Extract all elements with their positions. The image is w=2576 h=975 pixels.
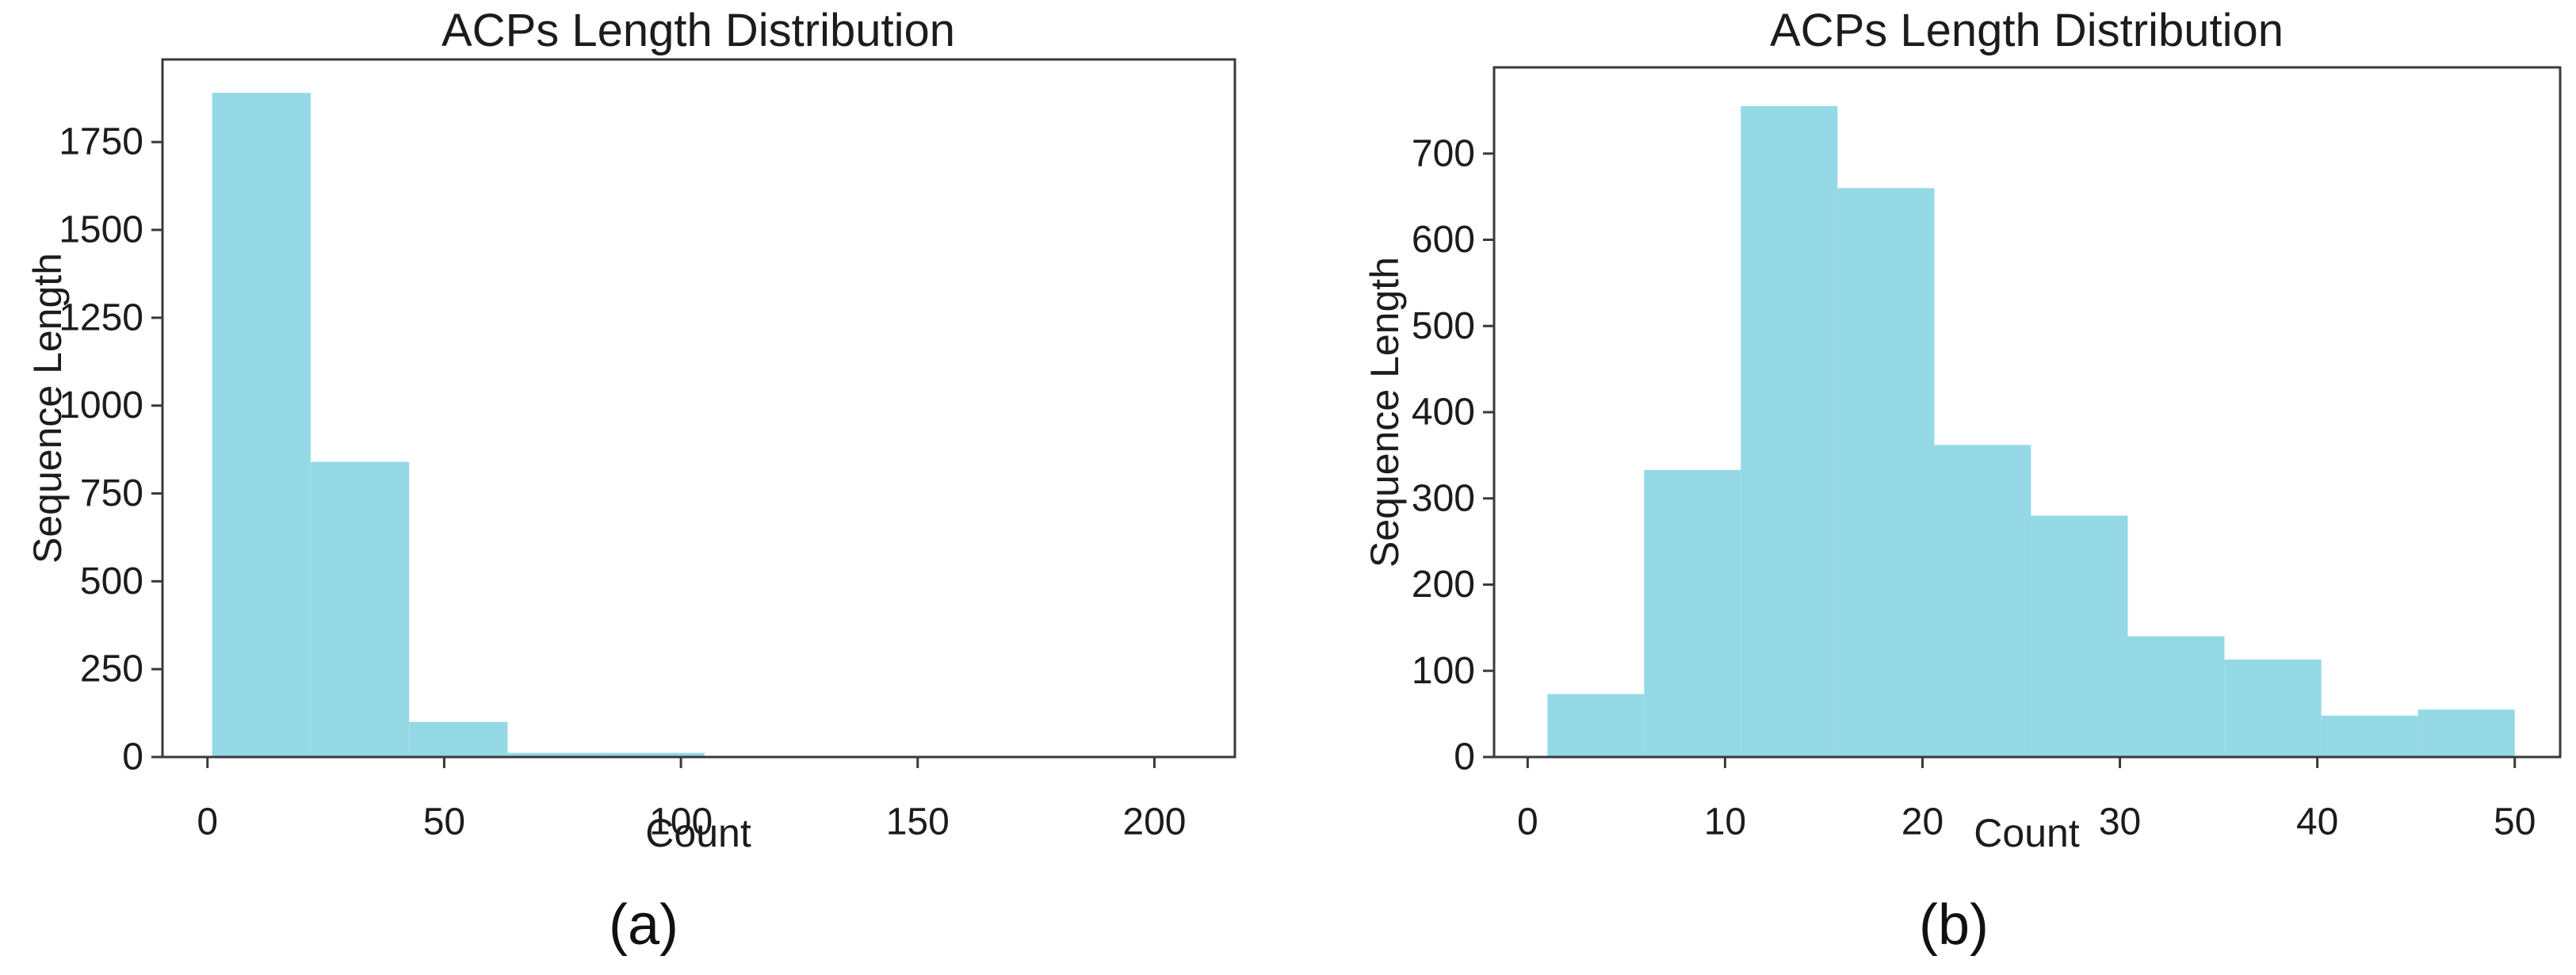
y-tick-label: 200	[1412, 564, 1475, 606]
y-tick-label: 750	[80, 472, 143, 514]
y-tick-label: 400	[1412, 392, 1475, 434]
plot-border	[161, 58, 1236, 759]
histogram-bar	[1644, 469, 1741, 757]
x-tick-label: 100	[649, 801, 713, 843]
y-tick-label: 1250	[59, 296, 143, 338]
chart-title: ACPs Length Distribution	[1770, 5, 2284, 56]
y-tick-label: 600	[1412, 219, 1475, 261]
x-tick-label: 50	[423, 801, 465, 843]
histogram-bar	[507, 752, 606, 757]
x-tick-label: 0	[197, 801, 218, 843]
y-tick-label: 250	[80, 648, 143, 690]
histogram-bar	[2321, 715, 2418, 757]
x-axis-label: Count	[645, 811, 751, 855]
histogram-bar	[2417, 709, 2515, 757]
histogram-bar	[1837, 188, 1935, 758]
x-tick-label: 40	[2296, 801, 2338, 843]
panel-a: ACPs Length Distribution Sequence Length…	[25, 5, 1236, 957]
y-tick-label: 700	[1412, 132, 1475, 174]
y-tick-label: 1500	[59, 209, 143, 251]
x-tick-label: 30	[2099, 801, 2141, 843]
chart-title: ACPs Length Distribution	[441, 5, 955, 56]
panel-caption-a: (a)	[609, 893, 678, 957]
histogram-bar	[1547, 694, 1645, 757]
x-tick-label: 50	[2494, 801, 2536, 843]
histogram-plot-a: 0 50 100 150 200 0 250 500 750 1000 1250 1500 1750	[59, 58, 1236, 843]
histogram-bar	[2127, 636, 2225, 758]
y-tick-label: 1000	[59, 384, 143, 426]
panel-b: ACPs Length Distribution Sequence Length…	[1308, 0, 2576, 975]
y-tick-label: 300	[1412, 477, 1475, 519]
histogram-bar	[2031, 515, 2128, 757]
y-tick-label: 1750	[59, 121, 143, 163]
histogram-bar	[606, 752, 705, 757]
y-tick-label: 0	[122, 736, 143, 778]
y-tick-label: 500	[80, 560, 143, 602]
histogram-bar	[212, 93, 311, 758]
x-tick-label: 0	[1517, 801, 1538, 843]
x-axis-label: Count	[1974, 811, 2080, 855]
histogram-bar	[409, 721, 508, 757]
x-tick-label: 20	[1901, 801, 1943, 843]
histogram-bar	[2224, 660, 2322, 757]
y-tick-label: 0	[1454, 736, 1475, 778]
panel-caption-b: (b)	[1919, 893, 1989, 957]
y-tick-label: 100	[1412, 650, 1475, 692]
x-tick-label: 200	[1122, 801, 1186, 843]
x-tick-label: 10	[1704, 801, 1746, 843]
histogram-bar	[1934, 445, 2031, 757]
y-tick-label: 500	[1412, 305, 1475, 347]
x-tick-label: 150	[886, 801, 950, 843]
histogram-bar	[1741, 105, 1838, 757]
histogram-bar	[311, 461, 410, 757]
